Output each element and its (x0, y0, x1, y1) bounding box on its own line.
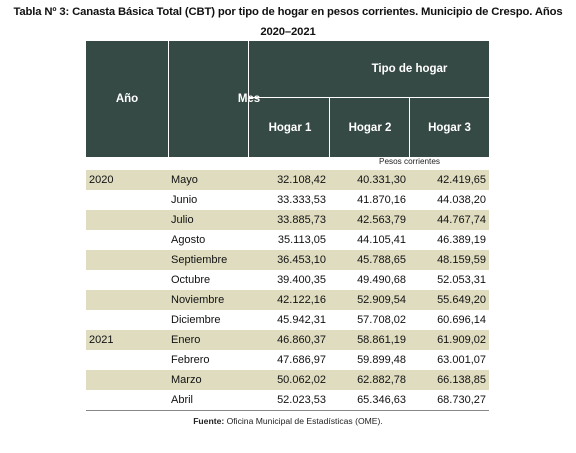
cell-month: Abril (171, 394, 194, 406)
cell-hogar-1: 35.113,05 (277, 234, 326, 246)
table-row: Noviembre 42.122,16 52.909,54 55.649,20 (86, 290, 489, 310)
table-title-text: Tabla Nº 3: Canasta Básica Total (CBT) p… (13, 6, 563, 38)
header-divider (248, 41, 249, 157)
cell-hogar-2: 41.870,16 (357, 194, 406, 206)
cell-hogar-3: 68.730,27 (437, 394, 486, 406)
table-row: Marzo 50.062,02 62.882,78 66.138,85 (86, 370, 489, 390)
cbt-table: Año Mes Tipo de hogar Hogar 1 Hogar 2 Ho… (86, 41, 489, 411)
cell-hogar-3: 44.038,20 (437, 194, 486, 206)
cell-year: 2021 (89, 334, 114, 346)
cell-hogar-1: 36.453,10 (277, 254, 326, 266)
source-label: Fuente: (193, 416, 225, 426)
header-divider (329, 97, 330, 157)
cell-month: Junio (171, 194, 198, 206)
cell-hogar-3: 46.389,19 (437, 234, 486, 246)
cell-hogar-2: 58.861,19 (357, 334, 406, 346)
table-row: Febrero 47.686,97 59.899,48 63.001,07 (86, 350, 489, 370)
cell-month: Marzo (171, 374, 202, 386)
header-divider (409, 97, 410, 157)
cell-hogar-3: 52.053,31 (437, 274, 486, 286)
cell-hogar-3: 66.138,85 (437, 374, 486, 386)
cell-year: 2020 (89, 174, 114, 186)
cell-hogar-2: 65.346,63 (357, 394, 406, 406)
table-row: Septiembre 36.453,10 45.788,65 48.159,59 (86, 250, 489, 270)
cell-hogar-2: 42.563,79 (357, 214, 406, 226)
table-body: 2020 Mayo 32.108,42 40.331,30 42.419,65 … (86, 170, 489, 410)
cell-month: Octubre (171, 274, 211, 286)
table-row: Julio 33.885,73 42.563,79 44.767,74 (86, 210, 489, 230)
cell-month: Febrero (171, 354, 210, 366)
header-hogar-2: Hogar 2 (348, 121, 392, 134)
header-divider (168, 41, 169, 157)
table-row: Agosto 35.113,05 44.105,41 46.389,19 (86, 230, 489, 250)
cell-hogar-1: 33.885,73 (277, 214, 326, 226)
cell-month: Mayo (171, 174, 198, 186)
cell-month: Diciembre (171, 314, 221, 326)
table-row: Abril 52.023,53 65.346,63 68.730,27 (86, 390, 489, 410)
table-header: Año Mes Tipo de hogar Hogar 1 Hogar 2 Ho… (86, 41, 489, 157)
header-divider (248, 97, 489, 98)
cell-hogar-1: 32.108,42 (277, 174, 326, 186)
table-row: 2021 Enero 46.860,37 58.861,19 61.909,02 (86, 330, 489, 350)
header-hogar-1: Hogar 1 (268, 121, 312, 134)
cell-hogar-1: 42.122,16 (277, 294, 326, 306)
cell-hogar-3: 48.159,59 (437, 254, 486, 266)
table-row: Octubre 39.400,35 49.490,68 52.053,31 (86, 270, 489, 290)
cell-hogar-3: 44.767,74 (437, 214, 486, 226)
cell-hogar-3: 42.419,65 (437, 174, 486, 186)
cell-hogar-2: 59.899,48 (357, 354, 406, 366)
cell-hogar-2: 45.788,65 (357, 254, 406, 266)
cell-hogar-1: 33.333,53 (277, 194, 326, 206)
cell-hogar-2: 57.708,02 (357, 314, 406, 326)
cell-hogar-1: 45.942,31 (277, 314, 326, 326)
cell-month: Enero (171, 334, 201, 346)
cell-month: Septiembre (171, 254, 228, 266)
cell-hogar-2: 49.490,68 (357, 274, 406, 286)
table-row: Junio 33.333,53 41.870,16 44.038,20 (86, 190, 489, 210)
cell-month: Agosto (171, 234, 206, 246)
cell-hogar-1: 52.023,53 (277, 394, 326, 406)
cell-hogar-1: 50.062,02 (277, 374, 326, 386)
table-bottom-rule (86, 410, 489, 411)
unit-label: Pesos corrientes (379, 157, 440, 166)
table-title: Tabla Nº 3: Canasta Básica Total (CBT) p… (0, 2, 576, 42)
header-anio: Año (115, 93, 139, 105)
cell-hogar-1: 46.860,37 (277, 334, 326, 346)
cell-hogar-2: 40.331,30 (357, 174, 406, 186)
cell-hogar-1: 39.400,35 (277, 274, 326, 286)
source-text: Oficina Municipal de Estadísticas (OME). (226, 416, 383, 426)
source-note: Fuente: Oficina Municipal de Estadística… (0, 416, 576, 426)
cell-hogar-3: 60.696,14 (437, 314, 486, 326)
header-mes: Mes (237, 93, 261, 105)
cell-month: Noviembre (171, 294, 225, 306)
cell-hogar-2: 52.909,54 (357, 294, 406, 306)
cell-month: Julio (171, 214, 194, 226)
header-hogar-3: Hogar 3 (428, 121, 471, 134)
table-row: 2020 Mayo 32.108,42 40.331,30 42.419,65 (86, 170, 489, 190)
cell-hogar-3: 63.001,07 (437, 354, 486, 366)
cell-hogar-1: 47.686,97 (277, 354, 326, 366)
cell-hogar-3: 55.649,20 (437, 294, 486, 306)
cell-hogar-3: 61.909,02 (437, 334, 486, 346)
header-tipo-hogar: Tipo de hogar (371, 63, 448, 75)
table-row: Diciembre 45.942,31 57.708,02 60.696,14 (86, 310, 489, 330)
cell-hogar-2: 44.105,41 (357, 234, 406, 246)
unit-row: Pesos corrientes (86, 157, 489, 170)
cell-hogar-2: 62.882,78 (357, 374, 406, 386)
